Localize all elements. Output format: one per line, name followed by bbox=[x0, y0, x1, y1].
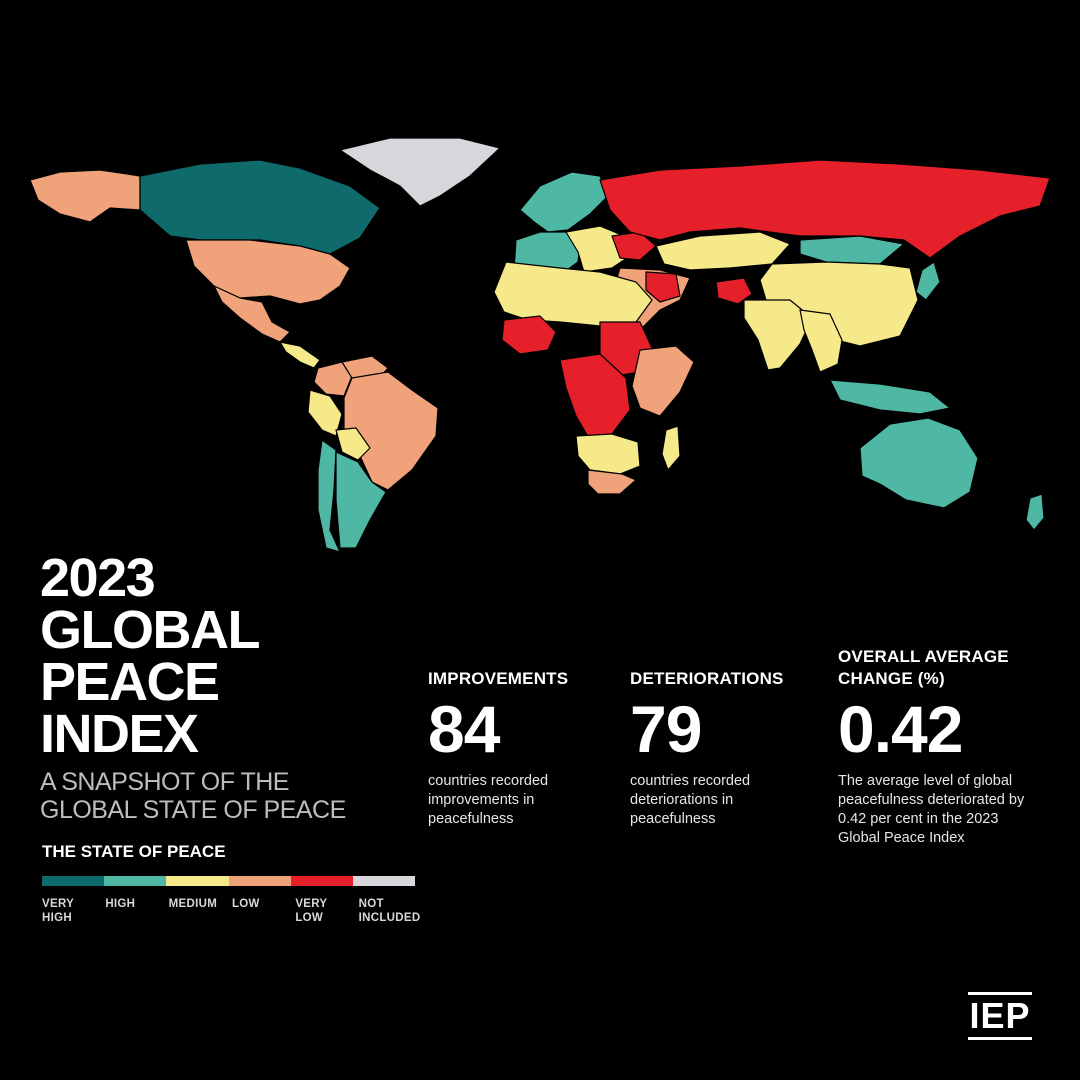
region-iraq-syria bbox=[645, 271, 681, 303]
legend-title: THE STATE OF PEACE bbox=[42, 842, 226, 861]
legend-swatch-high bbox=[104, 876, 167, 886]
legend-color-bar bbox=[42, 876, 416, 886]
region-southern-africa bbox=[575, 433, 641, 475]
legend-swatch-very-high bbox=[42, 876, 105, 886]
logo-text: IEP bbox=[969, 995, 1031, 1036]
region-new-zealand bbox=[1025, 493, 1045, 531]
legend-label: HIGH bbox=[105, 898, 136, 910]
region-japan bbox=[915, 261, 941, 301]
subtitle: A SNAPSHOT OF THE GLOBAL STATE OF PEACE bbox=[40, 768, 346, 824]
legend-label: LOW bbox=[231, 898, 260, 910]
region-scandinavia bbox=[519, 171, 609, 233]
title-block: 2023 GLOBAL PEACE INDEX A SNAPSHOT OF TH… bbox=[40, 548, 346, 824]
region-argentina bbox=[335, 451, 387, 549]
legend-swatch-very-low bbox=[290, 876, 353, 886]
region-australia bbox=[859, 417, 979, 509]
subtitle-line: A SNAPSHOT OF THE bbox=[40, 768, 289, 796]
legend-swatch-medium bbox=[166, 876, 229, 886]
region-chile bbox=[317, 439, 341, 553]
region-southeast-asia bbox=[799, 309, 843, 373]
region-alaska bbox=[29, 169, 141, 223]
region-madagascar bbox=[661, 425, 681, 471]
region-mexico bbox=[213, 285, 291, 343]
region-east-africa bbox=[631, 345, 695, 417]
stat-heading: IMPROVEMENTS bbox=[428, 669, 569, 688]
world-map bbox=[29, 137, 1051, 553]
region-indonesia bbox=[829, 379, 951, 415]
overall-change-stat: OVERALL AVERAGE CHANGE (%) 0.42 The aver… bbox=[838, 646, 1068, 848]
stat-heading: OVERALL AVERAGE CHANGE (%) bbox=[838, 647, 1009, 688]
legend-labels: VERY HIGH HIGH MEDIUM LOW VERY LOW NOT I… bbox=[42, 897, 422, 925]
region-brazil bbox=[343, 371, 439, 491]
legend-label: NOT INCLUDED bbox=[358, 898, 421, 924]
legend-label: MEDIUM bbox=[168, 898, 218, 910]
legend-label: VERY LOW bbox=[295, 898, 328, 924]
title-line: PEACE bbox=[40, 652, 220, 712]
page-title: 2023 GLOBAL PEACE INDEX bbox=[40, 548, 346, 764]
legend-label: VERY HIGH bbox=[42, 898, 75, 924]
stat-description: countries recorded deteriorations in pea… bbox=[630, 773, 751, 827]
stat-heading: DETERIORATIONS bbox=[630, 669, 784, 688]
region-mongolia bbox=[799, 235, 905, 265]
subtitle-line: GLOBAL STATE OF PEACE bbox=[40, 796, 346, 824]
region-india bbox=[743, 299, 813, 371]
iep-logo: IEP bbox=[968, 992, 1032, 1040]
deteriorations-stat: DETERIORATIONS 79 countries recorded det… bbox=[630, 668, 820, 829]
legend: THE STATE OF PEACE VERY HIGH HIGH MEDIUM… bbox=[42, 842, 422, 925]
region-russia bbox=[599, 159, 1051, 259]
title-line: 2023 bbox=[40, 548, 156, 608]
improvements-stat: IMPROVEMENTS 84 countries recorded impro… bbox=[428, 668, 618, 829]
legend-swatch-not-included bbox=[352, 876, 416, 886]
region-canada bbox=[139, 159, 381, 255]
region-south-africa bbox=[587, 469, 637, 495]
region-kazakhstan bbox=[655, 231, 791, 271]
stat-value: 0.42 bbox=[838, 692, 963, 766]
stat-value: 79 bbox=[630, 692, 702, 766]
region-sahel bbox=[501, 315, 557, 355]
title-line: INDEX bbox=[40, 704, 199, 764]
legend-swatch-low bbox=[228, 876, 291, 886]
title-line: GLOBAL bbox=[40, 600, 260, 660]
stat-description: countries recorded improvements in peace… bbox=[428, 773, 549, 827]
region-afghanistan bbox=[715, 277, 753, 305]
logo-rule bbox=[968, 992, 1032, 995]
region-peru bbox=[307, 389, 343, 437]
region-bolivia bbox=[335, 427, 371, 461]
region-greenland bbox=[339, 137, 501, 207]
stat-value: 84 bbox=[428, 692, 500, 766]
logo-rule bbox=[968, 1037, 1032, 1040]
region-central-america bbox=[279, 341, 321, 369]
stat-description: The average level of global peacefulness… bbox=[838, 773, 1025, 846]
